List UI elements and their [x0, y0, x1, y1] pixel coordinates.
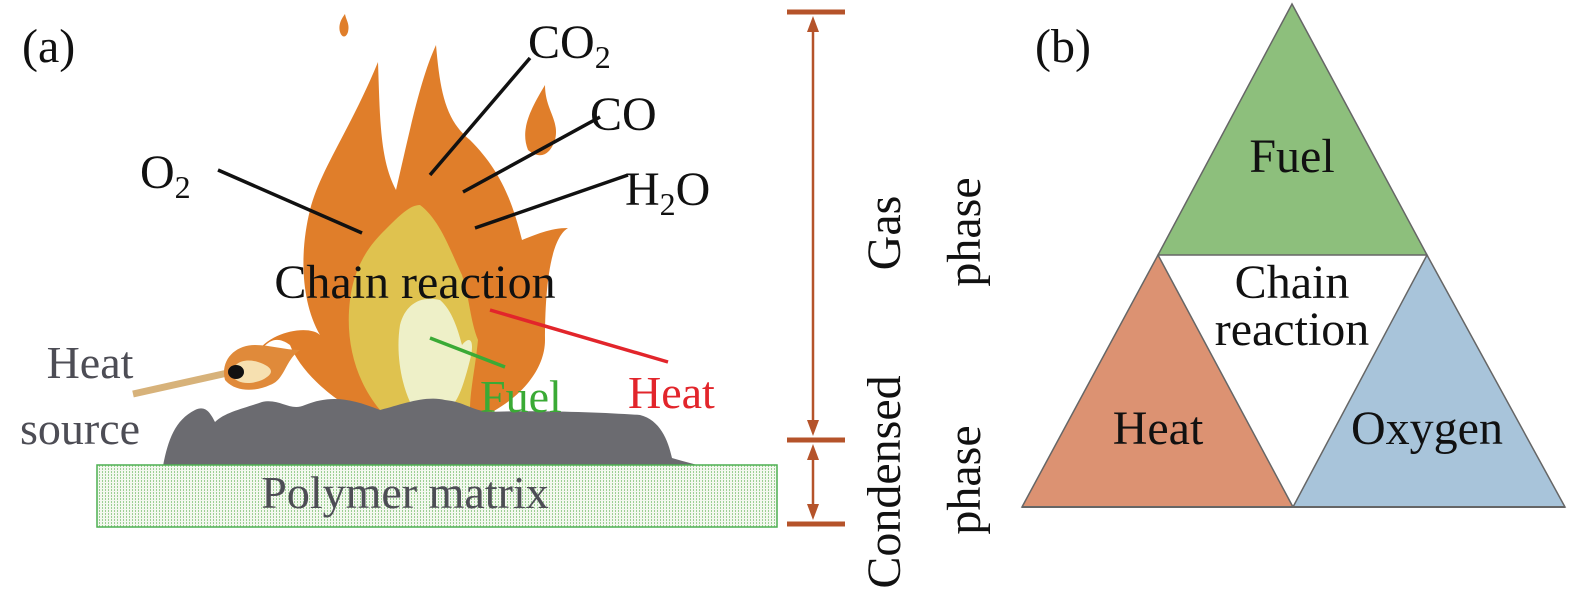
triangle-heat-label: Heat [1113, 402, 1204, 455]
h2o-label: H2O [625, 163, 710, 222]
co-leader-line [462, 115, 601, 194]
flame-inner [398, 298, 473, 402]
triangle-chain-label-line2: reaction [1215, 303, 1370, 356]
co2-label: CO2 [528, 16, 611, 75]
triangle-oxygen-label: Oxygen [1351, 402, 1503, 455]
panel-b: (b) Fuel Chain reaction Heat Oxygen [1020, 2, 1567, 508]
condensed-phase-label-line1: Condensed [858, 375, 911, 588]
heat-label: Heat [628, 367, 715, 418]
triangle-chain-label-line1: Chain [1235, 256, 1350, 309]
fuel-leader-line [429, 336, 506, 369]
o2-label: O2 [140, 146, 191, 205]
h2o-leader-line [474, 173, 629, 230]
polymer-matrix [96, 464, 778, 528]
heat-source-label-line2: source [20, 403, 140, 454]
flame-tip-top [339, 14, 349, 37]
gas-phase-label-line1: Gas [858, 196, 911, 271]
fuel-label: Fuel [480, 371, 562, 422]
panel-a: (a) Polymer matrix CO2 CO O2 H2O Cha [20, 9, 991, 589]
chain-reaction-label: Chain reaction [274, 256, 555, 309]
char-layer [163, 398, 700, 466]
co2-leader-line [428, 56, 532, 177]
fuel-triangle [1156, 2, 1429, 256]
match-heat-source [132, 345, 300, 398]
o2-leader-line [217, 168, 363, 235]
flame-tongue-right [525, 85, 557, 156]
condensed-phase-label-line2: phase [938, 425, 991, 534]
triangle-fuel-label: Fuel [1249, 130, 1334, 183]
panel-a-label: (a) [22, 20, 75, 73]
heat-leader-line [489, 308, 669, 364]
panel-b-label: (b) [1035, 20, 1091, 73]
co-label: CO [590, 88, 657, 141]
gas-phase-label-line2: phase [938, 177, 991, 286]
polymer-matrix-label: Polymer matrix [261, 467, 548, 518]
phase-bar [787, 9, 845, 527]
heat-source-label-line1: Heat [47, 337, 134, 388]
